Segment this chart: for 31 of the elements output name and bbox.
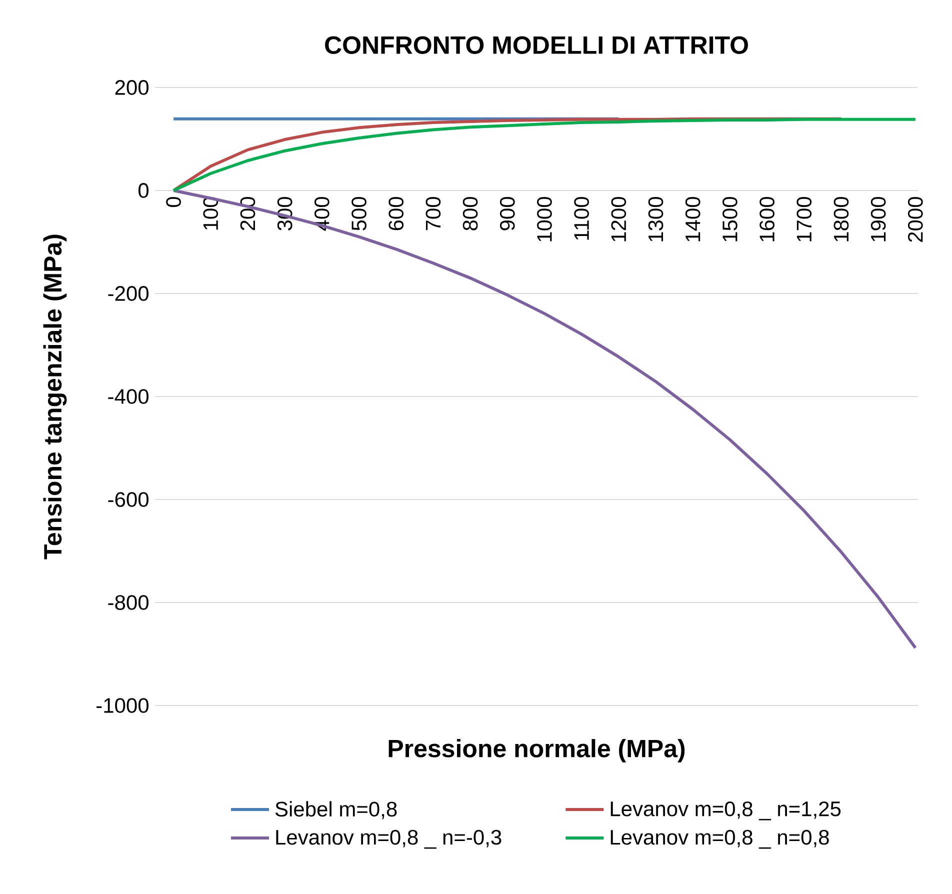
- x-tick-label: 1500: [722, 197, 738, 242]
- legend-label: Levanov m=0,8 _ n=-0,3: [276, 830, 502, 849]
- x-tick-label: 1900: [870, 197, 886, 242]
- legend-label: Levanov m=0,8 _ n=0,8: [610, 830, 829, 849]
- y-axis-title: Tensione tangenziale (MPa): [43, 234, 67, 560]
- y-tick-label: 200: [115, 80, 148, 95]
- y-tick-label: -800: [108, 595, 148, 610]
- y-tick-label: -400: [108, 389, 148, 404]
- legend-label: Siebel m=0,8: [275, 801, 397, 820]
- x-tick-label: 1100: [574, 196, 590, 240]
- x-tick-label: 1600: [760, 197, 774, 242]
- x-tick-label: 900: [500, 196, 515, 230]
- x-tick-label: 1800: [834, 197, 849, 242]
- y-tick-label: -200: [108, 286, 148, 301]
- x-axis-title: Pressione normale (MPa): [388, 739, 685, 762]
- x-tick-label: 1200: [611, 197, 626, 242]
- y-tick-label: 0: [138, 183, 149, 198]
- legend-label: Levanov m=0,8 _ n=1,25: [610, 801, 841, 820]
- x-tick-label: 1000: [537, 197, 552, 242]
- x-tick-label: 0: [166, 196, 181, 208]
- y-tick-label: -600: [108, 492, 148, 507]
- x-tick-label: 1400: [685, 197, 700, 242]
- x-tick-label: 2000: [908, 197, 923, 242]
- x-tick-label: 500: [352, 196, 366, 230]
- chart-title: CONFRONTO MODELLI DI ATTRITO: [325, 36, 748, 54]
- x-tick-label: 700: [426, 196, 441, 230]
- y-tick-label: -1000: [96, 698, 148, 713]
- x-tick-label: 1300: [648, 197, 664, 242]
- x-tick-label: 600: [388, 196, 404, 230]
- x-tick-label: 800: [462, 196, 478, 230]
- x-tick-label: 1700: [796, 197, 812, 242]
